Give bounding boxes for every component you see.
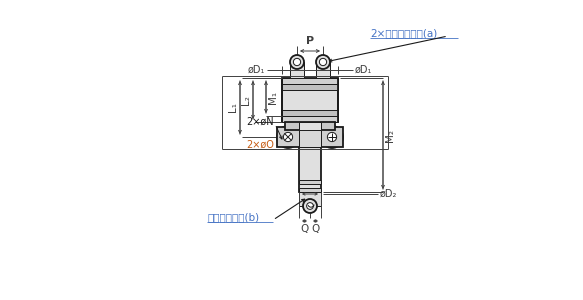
Bar	[299, 192, 321, 206]
Circle shape	[307, 202, 313, 209]
Bar	[282, 84, 338, 90]
Bar	[277, 127, 343, 147]
Circle shape	[293, 58, 301, 66]
Text: M₂: M₂	[385, 128, 395, 142]
Text: L₂: L₂	[241, 95, 251, 105]
Text: øD₁: øD₁	[248, 65, 265, 75]
Circle shape	[319, 58, 326, 66]
Text: Q: Q	[300, 224, 308, 234]
Bar	[299, 127, 321, 192]
Text: 2×適用チューブ(a): 2×適用チューブ(a)	[370, 28, 437, 38]
Circle shape	[316, 55, 330, 69]
Bar	[282, 78, 338, 84]
Bar	[285, 122, 335, 130]
Text: M₁: M₁	[268, 90, 278, 104]
Text: Q: Q	[311, 224, 319, 234]
Bar	[290, 62, 304, 78]
Circle shape	[328, 132, 336, 142]
Circle shape	[290, 55, 304, 69]
Bar	[282, 116, 338, 122]
Bar	[316, 62, 330, 78]
Circle shape	[277, 126, 299, 148]
Circle shape	[321, 126, 343, 148]
Text: 2×øO: 2×øO	[246, 140, 274, 150]
Bar	[299, 122, 321, 130]
Text: 2×øN: 2×øN	[247, 117, 274, 127]
Text: L₁: L₁	[228, 103, 238, 112]
Circle shape	[283, 132, 293, 142]
Text: 適用チューブ(b): 適用チューブ(b)	[207, 212, 259, 222]
Text: øD₁: øD₁	[355, 65, 373, 75]
Text: P: P	[306, 36, 314, 46]
Bar	[282, 110, 338, 116]
Bar	[299, 180, 321, 184]
Bar	[299, 188, 321, 192]
Circle shape	[303, 199, 317, 213]
Bar	[299, 127, 321, 147]
Bar	[282, 78, 338, 122]
Text: øD₂: øD₂	[380, 189, 398, 199]
